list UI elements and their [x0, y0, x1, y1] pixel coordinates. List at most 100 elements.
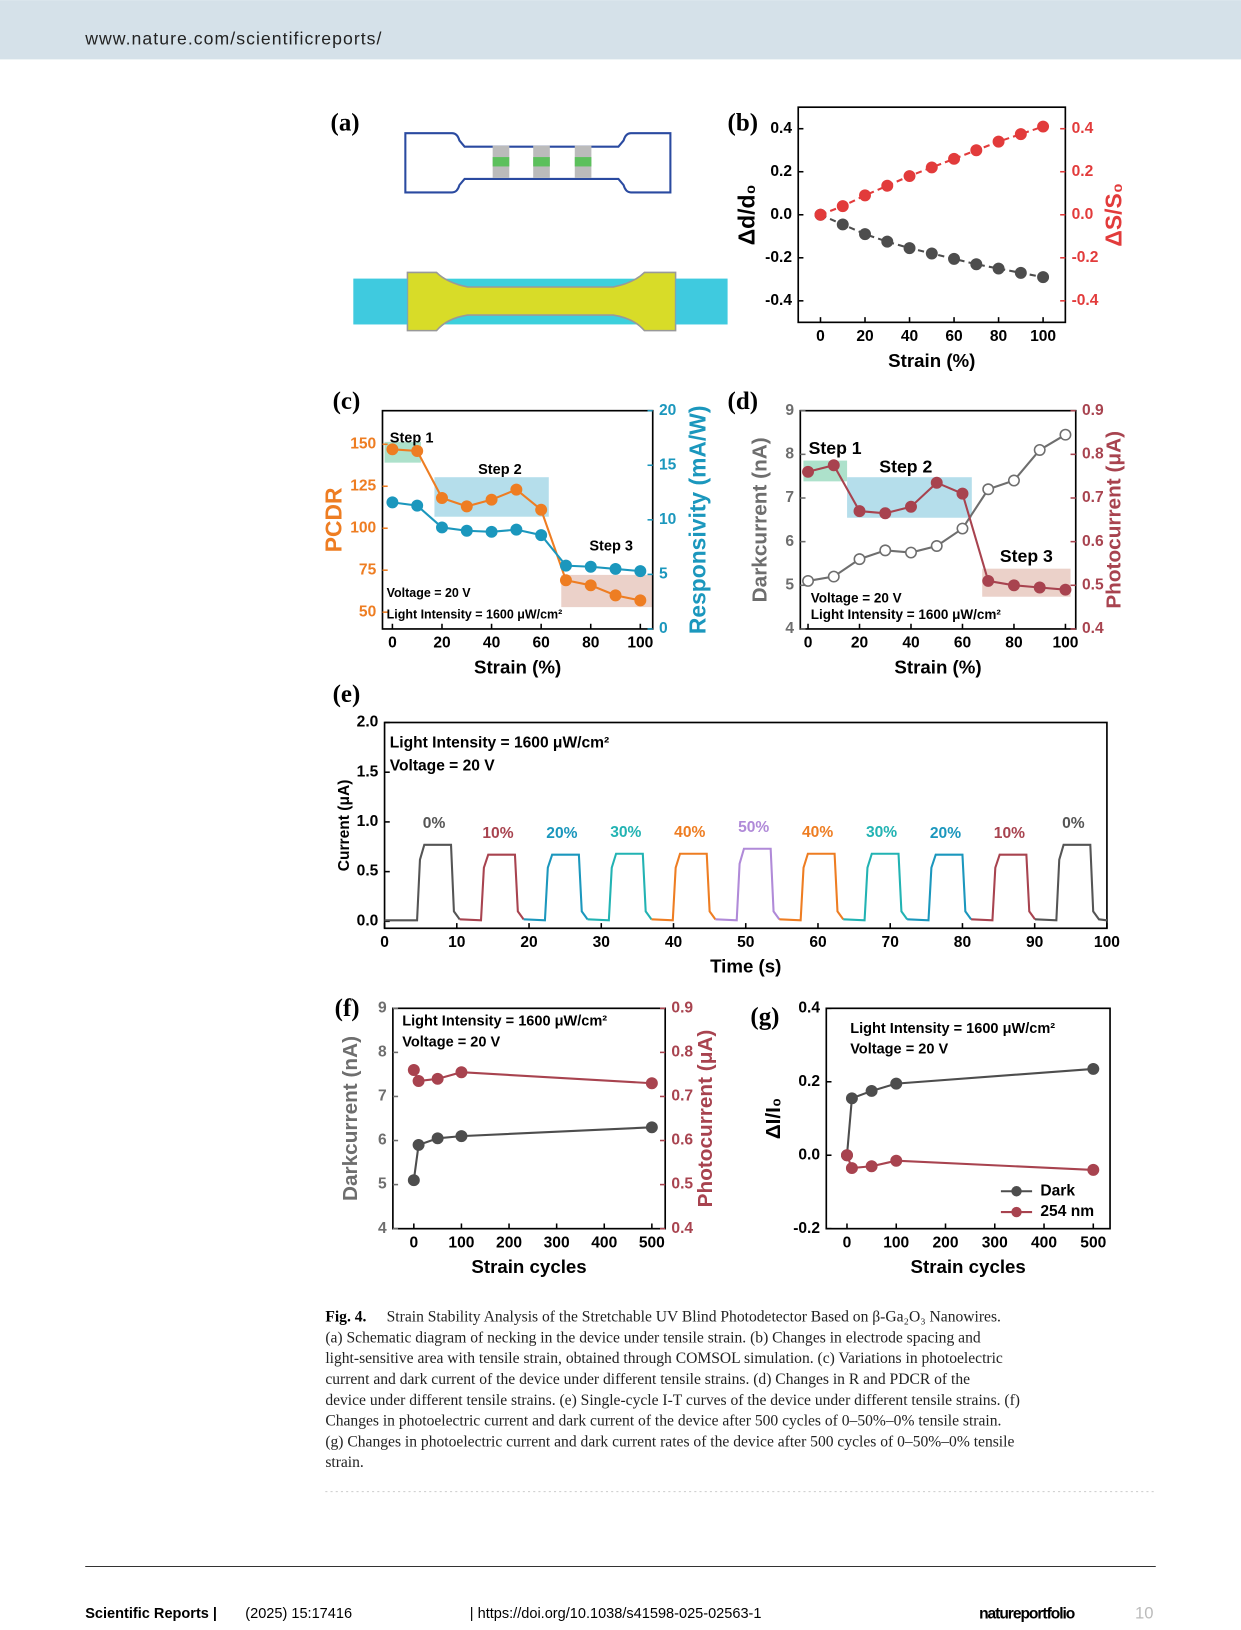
x-tick-label: 200 — [933, 1234, 959, 1251]
x-axis-label: Time (s) — [710, 956, 781, 977]
legend-marker — [1011, 1186, 1022, 1197]
series-label: 30% — [610, 824, 641, 841]
data-point — [645, 1121, 658, 1134]
y-tick-label: 150 — [350, 435, 376, 452]
x-tick-label: 100 — [627, 635, 653, 652]
x-tick-label: 60 — [954, 635, 972, 652]
header-url: www.nature.com/scientificreports/ — [84, 28, 382, 48]
annotation: Step 2 — [478, 462, 522, 478]
data-point — [903, 170, 916, 183]
y-axis-label: Current (μA) — [336, 780, 353, 872]
y-tick-label: 0.0 — [798, 1146, 820, 1163]
data-point — [859, 228, 871, 241]
data-point — [881, 235, 894, 248]
data-point — [948, 152, 961, 165]
x-tick-label: 0 — [380, 934, 389, 951]
series-line — [820, 213, 1044, 279]
caption-line: Changes in photoelectric current and dar… — [325, 1413, 1001, 1430]
y-axis-label: Δd/d₀ — [733, 184, 759, 245]
data-point — [802, 574, 815, 587]
y-tick-label: 0.5 — [357, 863, 379, 880]
x-tick-label: 30 — [593, 934, 611, 951]
data-point — [1033, 581, 1046, 594]
x-tick-label: 80 — [582, 635, 600, 652]
x-tick-label: 60 — [809, 934, 827, 951]
data-point — [431, 1072, 444, 1085]
chart: (b) 0 20 40 60 80 100 -0.4 -0.2 0.0 0.2 0.4 -0.4 -0.2… — [728, 106, 1126, 371]
x-tick-label: 100 — [448, 1234, 474, 1251]
series-label: 0% — [1062, 815, 1085, 832]
plot-frame — [825, 1007, 1111, 1230]
data-point — [930, 476, 943, 489]
data-point — [1059, 583, 1072, 596]
annotation: Light Intensity = 1600 μW/cm² — [850, 1021, 1055, 1037]
x-tick-label: 40 — [902, 635, 920, 652]
data-point — [903, 242, 916, 255]
x-tick-label: 0 — [804, 635, 813, 652]
x-tick-label: 40 — [665, 934, 683, 951]
data-point — [865, 1084, 878, 1097]
data-point — [436, 492, 448, 504]
data-point — [930, 540, 943, 552]
x-tick-label: 80 — [1005, 635, 1023, 652]
annotation: Light Intensity = 1600 μW/cm² — [402, 1014, 607, 1030]
data-point — [1014, 128, 1027, 141]
plot-frame — [392, 1007, 667, 1230]
chart: (f) 0 100 200 300 400 500 4 5 6 7 8 9 0.4 0.5 0.6 0.7 0.8… — [335, 995, 718, 1277]
series-line — [587, 852, 653, 922]
electrode-band — [533, 157, 550, 167]
data-point — [584, 560, 597, 573]
x-tick-label: 100 — [1052, 635, 1078, 652]
data-point — [386, 443, 399, 456]
y2-axis-label: Responsivity (mA/W) — [685, 406, 711, 635]
data-point — [455, 1066, 468, 1079]
y-tick-label: 10 — [659, 511, 677, 528]
x-tick-label: 0 — [816, 328, 825, 345]
series-label: 40% — [674, 824, 705, 841]
data-point — [841, 1149, 853, 1162]
x-tick-label: 500 — [639, 1234, 665, 1251]
annotation: Step 2 — [879, 457, 932, 477]
data-point — [559, 559, 572, 572]
x-tick-label: 10 — [448, 934, 466, 951]
y2-axis-label: Photocurrent (μA) — [694, 1030, 717, 1208]
x-tick-label: 100 — [1030, 328, 1056, 345]
series-line — [651, 852, 717, 922]
data-point — [879, 507, 892, 520]
y-tick-label: -0.4 — [765, 292, 792, 309]
y-tick-label: 50 — [359, 603, 377, 620]
annotation: Step 3 — [1000, 546, 1053, 566]
clamp-region — [353, 278, 408, 325]
y-tick-label: 0.4 — [798, 999, 820, 1016]
data-point — [609, 589, 622, 602]
data-point — [436, 521, 448, 534]
plot-frame — [797, 106, 1067, 324]
y-tick-label: 6 — [378, 1132, 387, 1149]
data-point — [879, 544, 892, 557]
data-point — [845, 1092, 858, 1105]
series-line — [715, 847, 781, 922]
x-tick-label: 60 — [532, 635, 550, 652]
data-point — [455, 1130, 468, 1143]
y-tick-label: 0.4 — [671, 1220, 693, 1237]
data-point — [970, 144, 983, 157]
annotation: Voltage = 20 V — [811, 590, 902, 605]
y-tick-label: 7 — [785, 489, 794, 506]
y-tick-label: 9 — [785, 402, 794, 419]
data-point — [1037, 271, 1050, 284]
chart: (e) 0 10 20 30 40 50 60 70 80 90 100 0.0 0.5 1.0 1.5 2.0… — [333, 681, 1121, 976]
caption-line: device under different tensile strains. … — [325, 1392, 1020, 1409]
x-tick-label: 20 — [520, 934, 538, 951]
data-point — [802, 465, 815, 478]
data-point — [905, 500, 917, 513]
series-label: 10% — [994, 825, 1025, 842]
series-label: 20% — [930, 825, 961, 842]
x-tick-label: 100 — [883, 1234, 909, 1251]
caption-line: current and dark current of the device u… — [325, 1371, 970, 1388]
y-tick-label: 8 — [378, 1044, 387, 1061]
x-tick-label: 300 — [544, 1234, 570, 1251]
x-tick-label: 200 — [496, 1234, 522, 1251]
electrode-band — [574, 157, 592, 167]
data-point — [881, 179, 894, 192]
data-point — [845, 1162, 858, 1175]
